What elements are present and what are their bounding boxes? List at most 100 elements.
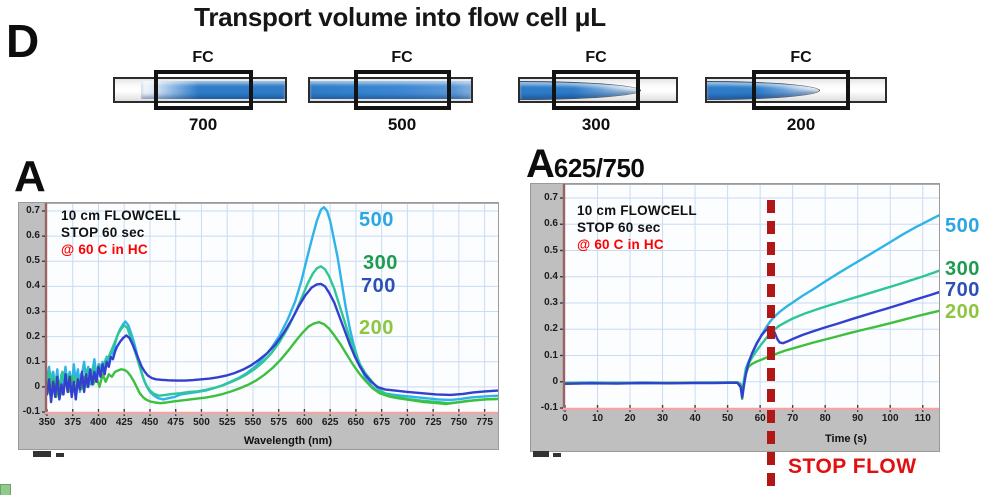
legend-label-200: 200 (359, 317, 394, 339)
x-tick-label: 375 (64, 417, 82, 428)
legend-label-500: 500 (945, 215, 980, 237)
x-tick-label: 0 (562, 413, 568, 424)
x-tick-label: 350 (38, 417, 56, 428)
title-625-750: 625/750 (553, 153, 645, 183)
time-axis-label: Time (s) (825, 433, 867, 445)
y-tick-label: -0.1 (540, 402, 558, 413)
cropped-artifact (33, 451, 51, 457)
top-section-title: Transport volume into flow cell μL (194, 2, 606, 32)
annotation-line: 10 cm FLOWCELL (61, 208, 181, 223)
flowcell-outline (752, 70, 850, 110)
x-tick-label: 400 (90, 417, 107, 428)
volume-label: 700 (188, 115, 218, 134)
y-tick-label: -0.1 (22, 406, 40, 417)
flowcell-outline (552, 70, 640, 110)
chart-annotation: 10 cm FLOWCELL STOP 60 sec @ 60 C in HC (577, 202, 697, 253)
y-tick-label: 0.3 (26, 305, 40, 317)
annotation-line: @ 60 C in HC (577, 237, 664, 252)
x-tick-label: 700 (399, 417, 416, 428)
cropped-artifact (533, 451, 549, 457)
volume-label: 500 (387, 115, 417, 134)
x-tick-label: 575 (270, 417, 288, 428)
y-tick-label: 0.1 (544, 349, 558, 361)
tube (518, 77, 678, 103)
volume-label: 200 (786, 115, 816, 134)
cropped-artifact (56, 453, 64, 457)
x-tick-label: 500 (193, 417, 210, 428)
x-tick-label: 475 (167, 417, 185, 428)
wavelength-axis-label: Wavelength (nm) (243, 435, 333, 447)
cropped-artifact (553, 453, 561, 457)
y-tick-label: 0 (552, 375, 558, 387)
tube (705, 77, 887, 103)
y-tick-label: 0.7 (544, 192, 558, 203)
y-tick-label: 0.4 (544, 270, 558, 282)
y-tick-label: 0.5 (544, 244, 558, 256)
legend-label-200: 200 (945, 301, 980, 323)
y-tick-label: 0.5 (26, 255, 40, 267)
volume-label: 300 (581, 115, 611, 134)
annotation-line: 10 cm FLOWCELL (577, 203, 697, 218)
fc-label: FC (391, 49, 413, 66)
x-tick-label: 525 (218, 417, 236, 428)
x-tick-label: 675 (373, 417, 390, 428)
x-tick-label: 550 (244, 417, 262, 428)
x-tick-label: 70 (787, 413, 799, 424)
x-tick-label: 600 (296, 417, 313, 428)
x-tick-label: 750 (450, 417, 468, 428)
x-tick-label: 30 (657, 413, 669, 424)
legend-label-700: 700 (361, 275, 396, 297)
kinetics-chart-title: A625/750 (526, 142, 645, 187)
legend-label-300: 300 (363, 252, 398, 274)
y-tick-label: 0.2 (26, 330, 40, 342)
chart-panel-label-a: A (14, 152, 46, 201)
annotation-line: @ 60 C in HC (61, 242, 148, 257)
x-tick-label: 10 (591, 413, 604, 424)
x-tick-label: 40 (689, 413, 701, 424)
tube (113, 77, 287, 103)
x-tick-label: 90 (852, 413, 864, 424)
annotation-line: STOP 60 sec (577, 220, 661, 235)
legend-label-500: 500 (359, 209, 394, 231)
x-tick-label: 60 (754, 413, 766, 424)
figure-panel-label-d: D (6, 15, 40, 67)
x-tick-label: 775 (476, 417, 493, 428)
y-tick-label: 0.7 (26, 205, 40, 216)
legend-label-300: 300 (945, 258, 980, 280)
x-tick-label: 425 (115, 417, 133, 428)
dye-plug (310, 81, 471, 99)
tube (308, 77, 473, 103)
flowcell-outline (154, 70, 253, 110)
y-tick-label: 0 (34, 380, 40, 392)
fc-label: FC (192, 49, 214, 66)
stop-flow-kinetics-chart: Time (s) 0 10 20 30 40 50 60 70 80 90 100 110 0.7 0.6… (530, 183, 979, 452)
annotation-line: STOP 60 sec (61, 225, 145, 240)
x-tick-label: 20 (624, 413, 636, 424)
absorbance-spectra-chart: Wavelength (nm) 350 375 400 425 450 475 500 525… (18, 202, 499, 450)
chart-canvas (42, 203, 498, 416)
y-tick-label: 0.4 (26, 280, 40, 292)
chart-annotation: 10 cm FLOWCELL STOP 60 sec @ 60 C in HC (61, 207, 181, 258)
x-tick-label: 110 (914, 413, 931, 424)
x-tick-label: 80 (819, 413, 831, 424)
x-tick-label: 725 (424, 417, 442, 428)
x-tick-label: 450 (141, 417, 159, 428)
stop-flow-dashed-line (767, 200, 775, 488)
y-tick-label: 0.3 (544, 297, 558, 308)
fc-label: FC (585, 49, 607, 66)
legend-label-700: 700 (945, 279, 980, 301)
fc-label: FC (790, 49, 812, 66)
flowcell-outline (354, 70, 451, 110)
x-tick-label: 100 (881, 413, 899, 424)
x-tick-label: 625 (321, 417, 339, 428)
y-tick-label: 0.6 (544, 218, 558, 230)
stop-flow-label: STOP FLOW (788, 455, 917, 478)
cropped-artifact-green (0, 484, 11, 495)
y-tick-label: 0.2 (544, 323, 558, 335)
x-tick-label: 650 (347, 417, 365, 428)
y-tick-label: 0.6 (26, 230, 40, 242)
x-tick-label: 50 (722, 413, 734, 424)
title-a: A (526, 142, 555, 186)
y-tick-label: 0.1 (26, 355, 40, 367)
